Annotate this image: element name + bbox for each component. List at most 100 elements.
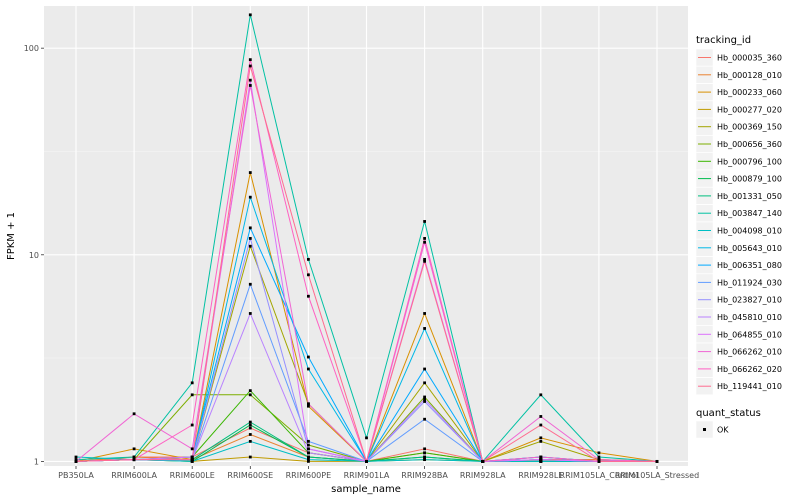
- x-tick-label: RRIM600SE: [227, 471, 273, 480]
- legend-item: Hb_000035_360: [695, 48, 782, 67]
- data-point: [248, 426, 252, 430]
- x-tick-label: RRIM928LA: [460, 471, 506, 480]
- x-tick-label: RRIM105LA_Control: [560, 471, 639, 480]
- legend-label: Hb_000656_360: [717, 140, 782, 149]
- data-point: [423, 397, 426, 401]
- x-tick-label: RRIM928LE: [518, 471, 563, 480]
- x-tick-label: RRIM928BA: [401, 471, 448, 480]
- y-tick-label: 100: [24, 44, 39, 53]
- legend-title: tracking_id: [696, 35, 751, 46]
- legend-item: Hb_004098_010: [695, 221, 782, 240]
- data-point: [248, 195, 252, 199]
- legend-label: Hb_000369_150: [717, 123, 782, 132]
- legend-label: Hb_023827_010: [717, 296, 782, 305]
- legend-label: Hb_119441_010: [717, 382, 782, 391]
- legend-item: Hb_003847_140: [695, 204, 782, 222]
- data-point: [307, 257, 310, 261]
- legend-label: Hb_001331_050: [717, 192, 782, 201]
- data-point: [132, 458, 136, 462]
- legend-label: Hb_000879_100: [717, 175, 782, 184]
- legend-item: Hb_001331_050: [695, 187, 782, 205]
- data-point: [539, 455, 543, 459]
- data-point: [190, 393, 194, 397]
- x-tick-label: RRIM600PE: [286, 471, 332, 480]
- data-point: [423, 447, 426, 451]
- data-point: [423, 312, 426, 315]
- legend-item: Hb_119441_010: [695, 377, 782, 395]
- legend-label: Hb_064855_010: [717, 330, 782, 339]
- legend: tracking_id Hb_000035_360 Hb_000128_010 Hb_…: [695, 35, 782, 439]
- data-point: [248, 312, 252, 315]
- data-point: [307, 447, 310, 451]
- data-point: [597, 458, 601, 462]
- data-points: [74, 13, 659, 463]
- legend-item: Hb_000369_150: [695, 117, 782, 136]
- data-point: [74, 455, 78, 459]
- legend-item: Hb_011924_030: [695, 273, 782, 292]
- data-point: [539, 436, 543, 440]
- legend-item: Hb_045810_010: [695, 308, 782, 326]
- shape-legend-title: quant_status: [696, 408, 761, 419]
- y-axis-title: FPKM + 1: [6, 212, 17, 260]
- legend-item: Hb_064855_010: [695, 325, 782, 344]
- data-point: [423, 381, 426, 385]
- data-point: [597, 459, 601, 463]
- data-point: [307, 458, 310, 462]
- legend-label: Hb_000128_010: [717, 71, 782, 80]
- data-point: [307, 273, 310, 277]
- x-axis: PB350LA RRIM600LA RRIM600LE RRIM600SE RRIM60…: [58, 466, 699, 480]
- legend-label: Hb_066262_010: [717, 348, 782, 357]
- data-point: [423, 400, 426, 403]
- data-point: [539, 439, 543, 443]
- data-point: [190, 455, 194, 459]
- data-point: [539, 423, 543, 427]
- legend-item: Hb_000656_360: [695, 135, 782, 153]
- data-point: [597, 451, 601, 455]
- data-point: [307, 367, 310, 371]
- data-point: [132, 455, 136, 459]
- legend-label: Hb_000233_060: [717, 88, 782, 97]
- data-point: [307, 355, 310, 359]
- data-point: [423, 237, 426, 240]
- y-axis: 1 10 100: [24, 44, 44, 466]
- data-point: [423, 451, 426, 455]
- x-tick-label: RRIM901LA: [344, 471, 390, 480]
- x-tick-label: RRIM600LA: [111, 471, 157, 480]
- data-point: [539, 458, 543, 462]
- data-point: [307, 402, 310, 406]
- legend-label: Hb_006351_080: [717, 261, 782, 270]
- data-point: [655, 459, 659, 463]
- data-point: [248, 433, 252, 436]
- data-point: [132, 447, 136, 451]
- data-point: [74, 459, 78, 463]
- data-point: [248, 389, 252, 393]
- data-point: [423, 417, 426, 421]
- data-point: [597, 455, 601, 459]
- data-point: [423, 367, 426, 371]
- data-point: [423, 240, 426, 244]
- legend-label: Hb_066262_020: [717, 365, 782, 374]
- data-point: [423, 257, 426, 261]
- data-point: [307, 443, 310, 447]
- legend-item: Hb_000879_100: [695, 169, 782, 188]
- data-point: [365, 459, 368, 463]
- data-point: [307, 404, 310, 408]
- legend-item: Hb_000128_010: [695, 66, 782, 84]
- data-point: [423, 259, 426, 263]
- legend-label: Hb_005643_010: [717, 244, 782, 253]
- legend-label: Hb_011924_030: [717, 278, 782, 287]
- data-point: [190, 459, 194, 463]
- data-point: [248, 393, 252, 397]
- data-point: [307, 455, 310, 459]
- data-point: [190, 458, 194, 462]
- shape-legend-label: OK: [717, 426, 729, 435]
- data-point: [539, 459, 543, 463]
- y-tick-label: 1: [34, 457, 39, 466]
- data-point: [190, 447, 194, 451]
- data-point: [248, 423, 252, 427]
- legend-item: Hb_000277_020: [695, 100, 782, 119]
- data-point: [423, 220, 426, 223]
- legend-label: Hb_003847_140: [717, 209, 782, 218]
- data-point: [248, 78, 252, 82]
